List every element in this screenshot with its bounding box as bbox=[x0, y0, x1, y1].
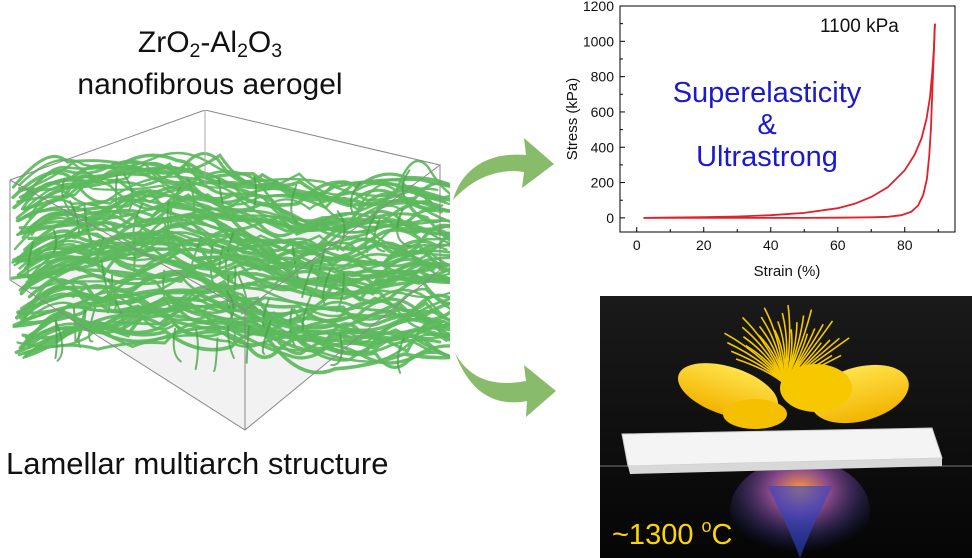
y-tick-label: 0 bbox=[606, 210, 614, 226]
material-subtitle: nanofibrous aerogel bbox=[77, 68, 343, 101]
fiber-strand bbox=[25, 301, 442, 355]
fiber-strand bbox=[18, 247, 450, 306]
fiber-strand bbox=[28, 175, 444, 232]
fiber-arch bbox=[54, 320, 64, 362]
highlight-line1: Superelasticity bbox=[673, 77, 862, 109]
fiber-arch bbox=[69, 200, 80, 234]
fiber-strand bbox=[24, 297, 450, 355]
fiber-strand bbox=[19, 251, 450, 302]
plot-frame bbox=[619, 5, 956, 233]
fiber-network-illustration bbox=[9, 110, 450, 431]
curves bbox=[643, 23, 936, 219]
material-formula: ZrO2-Al2O3 bbox=[137, 26, 283, 62]
fiber-strand bbox=[11, 153, 450, 201]
fiber-arch bbox=[194, 328, 199, 371]
x-tick-label: 40 bbox=[763, 237, 779, 253]
fiber-arch bbox=[172, 327, 182, 363]
fiber-strand bbox=[18, 231, 450, 271]
y-tick-label: 1000 bbox=[583, 33, 614, 49]
fiber-layers bbox=[10, 151, 450, 375]
x-tick-label: 0 bbox=[633, 237, 641, 253]
arrow-icon bbox=[455, 353, 556, 417]
flower bbox=[677, 304, 909, 429]
structure-caption: Lamellar multiarch structure bbox=[6, 446, 389, 481]
fiber-strand bbox=[13, 204, 450, 259]
unloading-curve bbox=[643, 23, 936, 219]
stamen bbox=[784, 354, 842, 385]
fiber-arch bbox=[289, 307, 296, 347]
box-bottom-edge bbox=[9, 269, 441, 431]
fiber-arch bbox=[330, 334, 343, 367]
fiber-strand bbox=[18, 168, 450, 212]
fiber-arch bbox=[301, 264, 314, 299]
y-tick-label: 1200 bbox=[583, 0, 614, 14]
flame-core bbox=[768, 486, 832, 558]
fiber-strand bbox=[20, 177, 437, 213]
highlight-line3: Ultrastrong bbox=[696, 141, 838, 173]
fiber-strand bbox=[29, 245, 450, 284]
fiber-arch bbox=[245, 325, 251, 364]
fiber-arch bbox=[88, 306, 96, 343]
loading-curve bbox=[643, 23, 936, 219]
y-tick-label: 800 bbox=[591, 69, 615, 85]
aerogel-sample-side bbox=[628, 458, 942, 474]
y-tick-label: 400 bbox=[591, 139, 615, 155]
fiber-arch bbox=[54, 319, 58, 360]
arrow-icon bbox=[453, 138, 554, 200]
fiber-strand bbox=[21, 263, 450, 296]
fiber-arch bbox=[396, 337, 405, 374]
x-tick-label: 80 bbox=[897, 237, 913, 253]
stamen bbox=[784, 309, 813, 385]
stamen bbox=[784, 320, 834, 385]
y-axis-label: Stress (kPa) bbox=[564, 78, 581, 161]
x-axis-label: Strain (%) bbox=[754, 263, 821, 280]
fiber-arch bbox=[261, 320, 272, 355]
fiber-strand bbox=[22, 277, 445, 330]
fiber-strand bbox=[29, 235, 444, 287]
fiber-strand bbox=[23, 181, 444, 233]
y-tick-label: 200 bbox=[591, 175, 615, 191]
x-tick-label: 60 bbox=[830, 237, 846, 253]
fiber-strand bbox=[20, 196, 450, 238]
peak-annotation: 1100 kPa bbox=[820, 16, 899, 37]
stamen bbox=[784, 304, 791, 385]
x-tick-label: 20 bbox=[696, 237, 712, 253]
fiber-strand bbox=[27, 306, 450, 346]
stamen bbox=[724, 332, 786, 385]
stamen bbox=[763, 307, 786, 385]
fiber-arch bbox=[213, 337, 219, 373]
temperature-label: ~1300 oC bbox=[612, 516, 732, 551]
fiber-arch bbox=[396, 208, 412, 248]
stamen bbox=[741, 316, 786, 385]
highlight-line2: & bbox=[757, 109, 776, 141]
stamen bbox=[784, 337, 850, 385]
fiber-arch bbox=[227, 324, 235, 359]
fiber-strand bbox=[16, 232, 450, 287]
y-tick-label: 600 bbox=[591, 104, 615, 120]
fiber-strand bbox=[22, 327, 448, 364]
fiber-strand bbox=[16, 279, 450, 327]
flame-test-photo: ~1300 oC bbox=[600, 296, 972, 558]
